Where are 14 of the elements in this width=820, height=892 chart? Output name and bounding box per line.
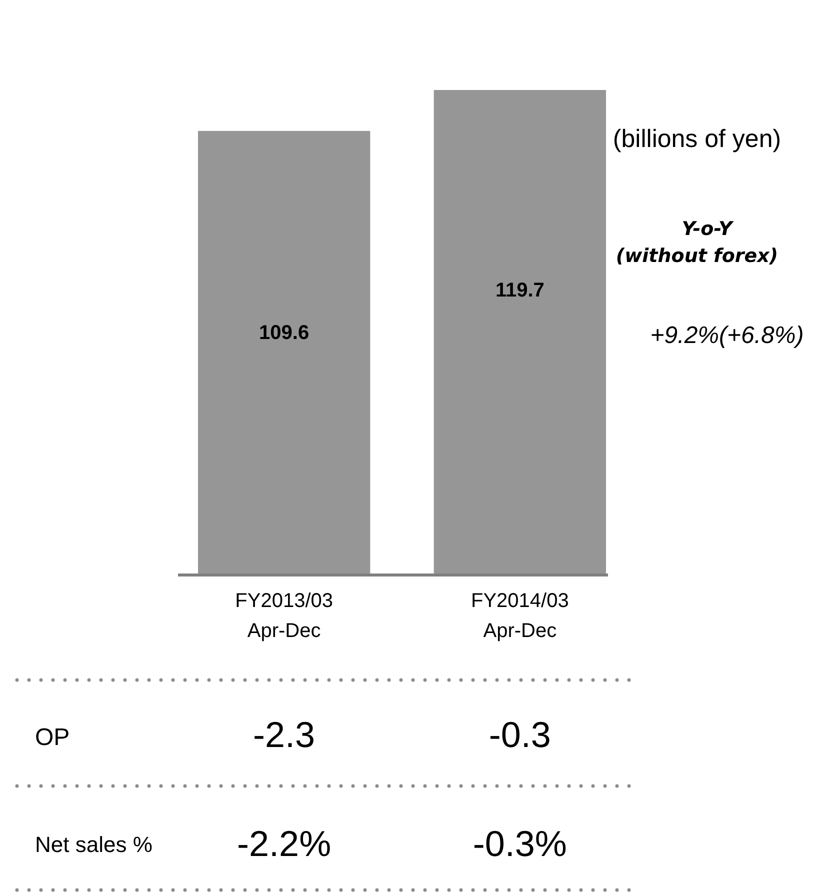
text: +9.2%(+6.8%)	[650, 322, 804, 349]
x-tick-label: FY2014/03 Apr-Dec	[470, 590, 569, 642]
text: OP	[35, 724, 70, 751]
text: (without forex)	[616, 245, 778, 267]
text: -0.3	[488, 714, 551, 755]
text: -2.2%	[237, 823, 332, 864]
text: Y-o-Y	[682, 218, 734, 240]
y-axis-title: (billions of yen)	[612, 125, 782, 153]
data-label: 109.6	[259, 322, 310, 344]
text: Net sales %	[35, 832, 152, 857]
text: -2.3	[253, 714, 316, 755]
text: -0.3%	[472, 823, 567, 864]
x-tick-label: FY2013/03 Apr-Dec	[235, 590, 334, 642]
data-label: 119.7	[495, 279, 544, 302]
